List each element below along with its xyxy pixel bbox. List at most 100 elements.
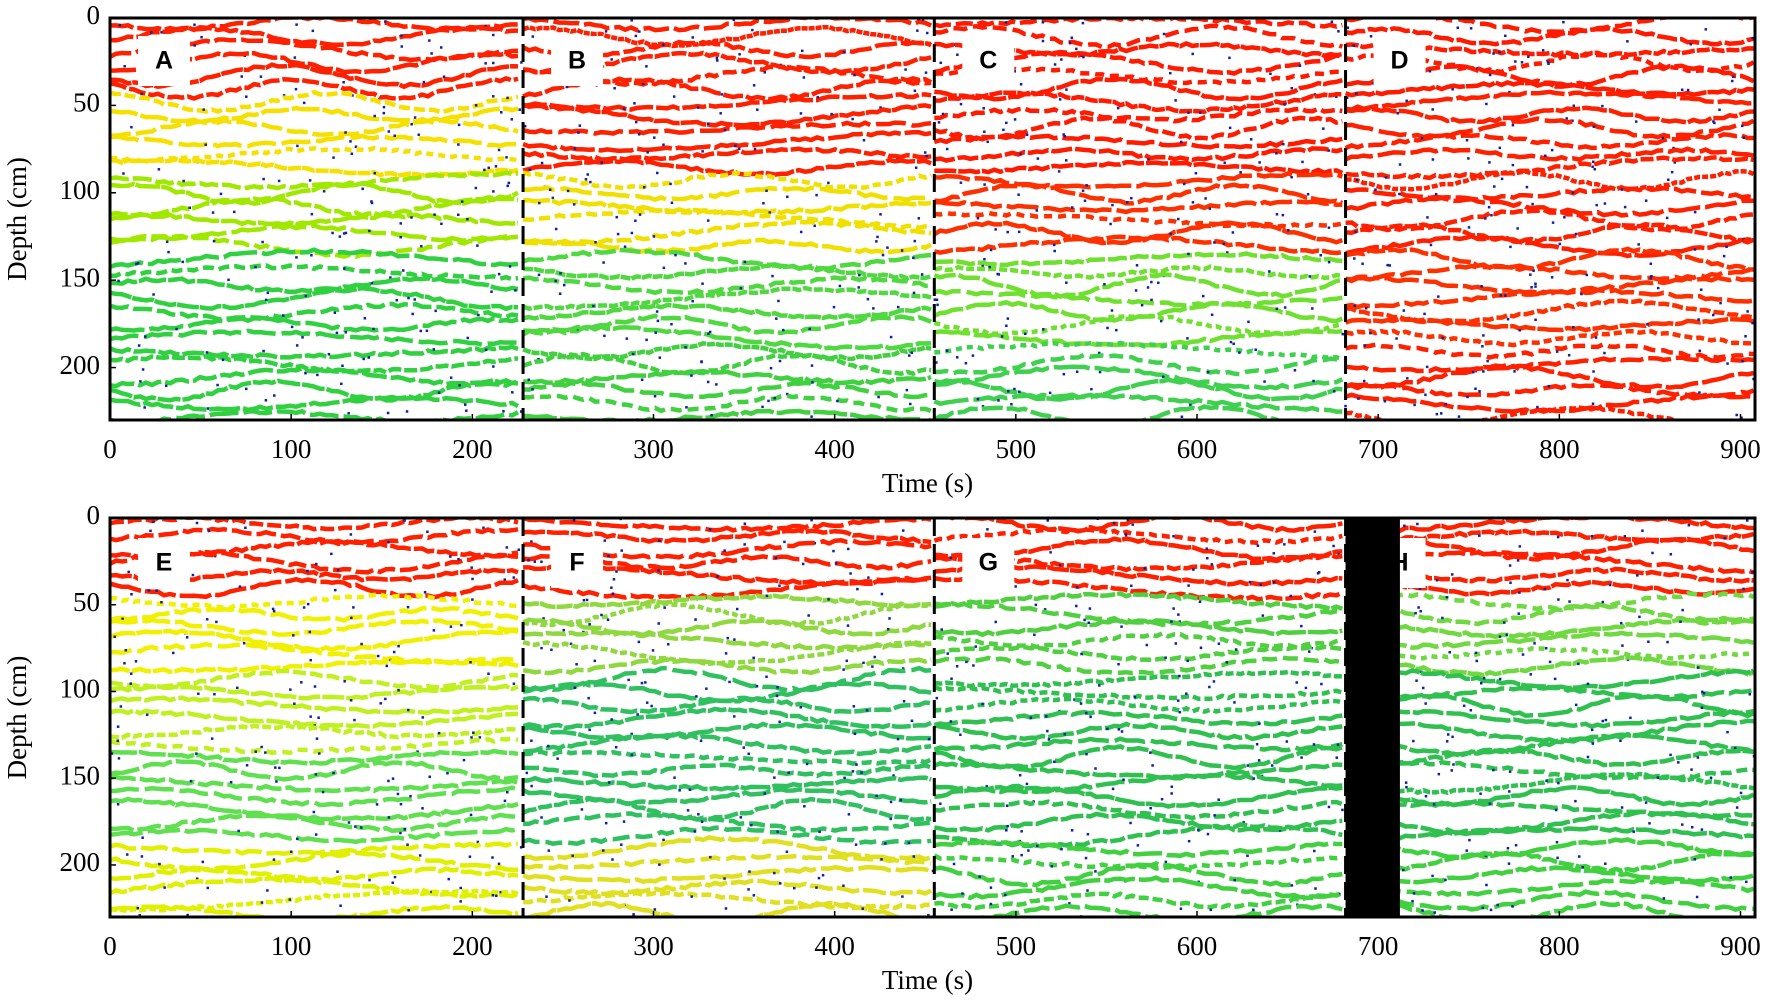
reflector-band (933, 404, 1283, 420)
speckle (1553, 677, 1557, 681)
speckle (1337, 552, 1340, 556)
speckle (1504, 34, 1507, 38)
speckle (1744, 335, 1747, 338)
reflector-band (110, 223, 519, 244)
speckle (137, 344, 141, 347)
reflector-band (110, 903, 519, 917)
speckle (1506, 317, 1510, 321)
speckle (202, 108, 205, 111)
speckle (1228, 56, 1231, 60)
speckle (924, 71, 928, 74)
speckle (1580, 292, 1583, 296)
speckle (442, 75, 446, 78)
speckle (1644, 801, 1648, 804)
speckle (1670, 170, 1674, 174)
speckle (500, 111, 503, 114)
speckle (1191, 52, 1194, 56)
speckle (724, 907, 728, 910)
speckle (349, 140, 352, 143)
speckle (517, 548, 521, 551)
speckle (382, 111, 386, 115)
speckle (1335, 756, 1339, 759)
speckle (1226, 251, 1229, 254)
speckle (1314, 887, 1317, 890)
speckle (1492, 768, 1495, 772)
speckle (1363, 344, 1367, 347)
speckle (1620, 188, 1624, 191)
speckle (767, 399, 770, 403)
speckle (1052, 243, 1056, 247)
speckle (1316, 572, 1320, 575)
speckle (1533, 642, 1536, 645)
speckle (471, 598, 474, 601)
reflector-band (1345, 771, 1755, 796)
speckle (633, 102, 636, 105)
speckle (290, 325, 294, 329)
reflector-band (1345, 825, 1754, 843)
plot-frame (108, 516, 1757, 919)
speckle (641, 82, 645, 86)
speckle (916, 29, 919, 32)
speckle (645, 701, 649, 704)
y-axis-title: Depth (cm) (2, 656, 32, 780)
speckle (259, 75, 263, 78)
speckle (1711, 313, 1715, 317)
speckle (1490, 213, 1493, 217)
speckle (470, 736, 473, 739)
speckle (634, 120, 638, 124)
speckle (395, 298, 399, 302)
speckle (147, 589, 151, 592)
speckle (888, 617, 891, 620)
reflector-band (110, 353, 519, 375)
speckle (272, 858, 276, 861)
speckle (1369, 35, 1373, 38)
speckle (1198, 600, 1202, 604)
reflector-band (933, 875, 1343, 901)
speckle (540, 560, 543, 564)
panel-label: F (569, 549, 584, 577)
speckle (1547, 62, 1550, 65)
speckle (1679, 620, 1682, 623)
reflector-band (934, 90, 1343, 115)
speckle (167, 250, 170, 254)
speckle (1451, 735, 1454, 739)
speckle (1550, 148, 1554, 152)
speckle (724, 652, 728, 655)
reflector-band (934, 23, 1344, 50)
speckle (1544, 154, 1547, 158)
speckle (1149, 806, 1152, 810)
speckle (1098, 684, 1101, 687)
speckle (813, 541, 817, 545)
speckle (694, 618, 697, 621)
speckle (1448, 650, 1451, 654)
reflector-band (522, 695, 932, 715)
reflector-band (934, 251, 1343, 268)
reflector-band (933, 853, 1343, 871)
speckle (503, 578, 507, 581)
speckle (1088, 607, 1092, 610)
speckle (802, 76, 806, 79)
speckle (1011, 855, 1015, 858)
speckle (1062, 372, 1066, 376)
speckle (1143, 567, 1147, 570)
speckle (1275, 213, 1279, 216)
speckle (491, 95, 495, 98)
speckle (1411, 899, 1414, 903)
speckle (389, 276, 392, 279)
speckle (487, 166, 491, 170)
speckle (1508, 90, 1511, 94)
speckle (1204, 197, 1207, 200)
x-tick-label: 800 (1539, 434, 1580, 464)
speckle (492, 33, 495, 37)
speckle (349, 533, 353, 536)
speckle (474, 104, 478, 107)
speckle (204, 143, 207, 146)
speckle (1120, 625, 1123, 628)
reflector-band (1344, 132, 1754, 151)
reflector-band (933, 684, 1343, 702)
reflector-band (1344, 518, 1754, 534)
speckle (610, 586, 613, 589)
speckle (751, 28, 754, 32)
speckle (1619, 621, 1623, 625)
x-tick-label: 700 (1358, 931, 1399, 961)
